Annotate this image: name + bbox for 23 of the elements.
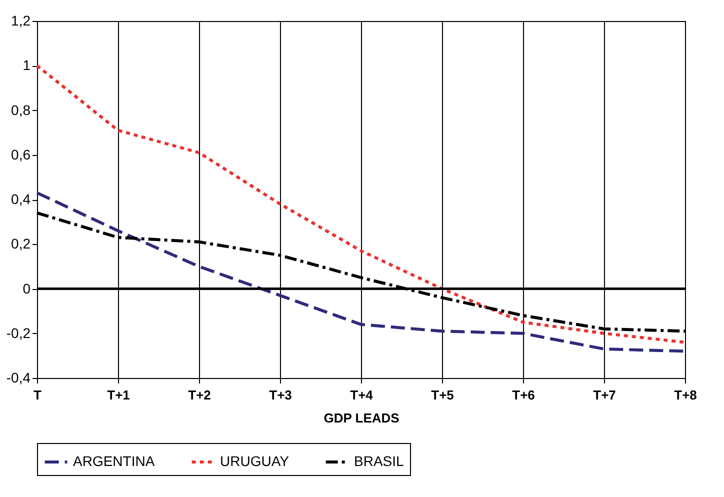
- x-tick-label: T+3: [269, 388, 292, 402]
- y-tick-label: 1: [22, 57, 31, 74]
- y-tick-label: 0: [22, 280, 31, 296]
- line-series: [36, 64, 686, 344]
- x-tick-label: T: [34, 388, 42, 402]
- y-tick-label: 0,2: [11, 236, 31, 252]
- y-tick-label: -0,2: [6, 324, 31, 341]
- x-tick-label: T+5: [431, 388, 454, 402]
- legend-label: URUGUAY: [220, 453, 290, 469]
- y-tick-label: -0,4: [6, 370, 31, 386]
- x-tick-label: T+6: [512, 388, 535, 402]
- x-tick-label: T+1: [107, 388, 130, 402]
- legend-label: ARGENTINA: [73, 453, 156, 469]
- x-tick-label: T+8: [674, 388, 697, 402]
- y-tick-label: 1,2: [11, 12, 31, 28]
- x-tick-label: T+2: [188, 388, 211, 402]
- x-axis-title: GDP LEADS: [324, 410, 400, 426]
- y-tick-label: 0,4: [11, 191, 31, 207]
- y-tick-label: 0,8: [11, 102, 31, 118]
- y-tick-label: 0,6: [11, 146, 31, 162]
- legend-label: BRASIL: [354, 453, 404, 469]
- x-tick-label: T+7: [593, 388, 616, 402]
- x-tick-label: T+4: [350, 388, 374, 402]
